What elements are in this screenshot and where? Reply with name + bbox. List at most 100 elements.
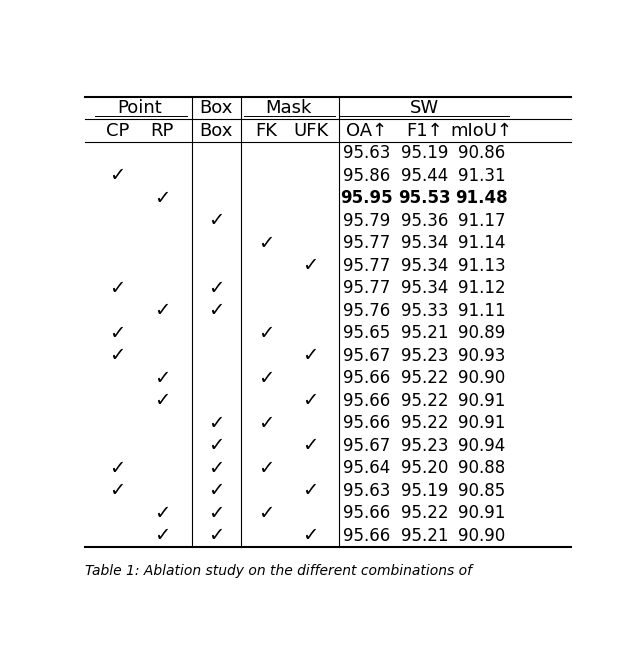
Text: 95.21: 95.21 bbox=[401, 324, 449, 342]
Text: ✓: ✓ bbox=[208, 503, 225, 523]
Text: 95.33: 95.33 bbox=[401, 302, 449, 320]
Text: 95.66: 95.66 bbox=[343, 391, 390, 409]
Text: ✓: ✓ bbox=[303, 436, 319, 455]
Text: ✓: ✓ bbox=[154, 188, 170, 208]
Text: SW: SW bbox=[410, 99, 439, 117]
Text: 95.19: 95.19 bbox=[401, 482, 449, 500]
Text: F1↑: F1↑ bbox=[406, 121, 443, 140]
Text: FK: FK bbox=[255, 121, 277, 140]
Text: ✓: ✓ bbox=[154, 301, 170, 320]
Text: 90.85: 90.85 bbox=[458, 482, 506, 500]
Text: ✓: ✓ bbox=[208, 211, 225, 230]
Text: 91.14: 91.14 bbox=[458, 234, 506, 252]
Text: 95.44: 95.44 bbox=[401, 167, 449, 185]
Text: 95.67: 95.67 bbox=[343, 436, 390, 455]
Text: 95.67: 95.67 bbox=[343, 347, 390, 364]
Text: 95.34: 95.34 bbox=[401, 256, 449, 275]
Text: 90.91: 90.91 bbox=[458, 391, 506, 409]
Text: 95.22: 95.22 bbox=[401, 504, 449, 522]
Text: ✓: ✓ bbox=[109, 166, 125, 185]
Text: ✓: ✓ bbox=[303, 346, 319, 365]
Text: 91.48: 91.48 bbox=[456, 189, 508, 207]
Text: ✓: ✓ bbox=[208, 436, 225, 455]
Text: 90.88: 90.88 bbox=[458, 459, 506, 477]
Text: 90.90: 90.90 bbox=[458, 527, 506, 544]
Text: 95.23: 95.23 bbox=[401, 436, 449, 455]
Text: 95.53: 95.53 bbox=[399, 189, 451, 207]
Text: 95.86: 95.86 bbox=[343, 167, 390, 185]
Text: 95.22: 95.22 bbox=[401, 369, 449, 387]
Text: 95.63: 95.63 bbox=[343, 144, 390, 162]
Text: 95.95: 95.95 bbox=[340, 189, 393, 207]
Text: 95.66: 95.66 bbox=[343, 504, 390, 522]
Text: 90.90: 90.90 bbox=[458, 369, 506, 387]
Text: 95.23: 95.23 bbox=[401, 347, 449, 364]
Text: 95.66: 95.66 bbox=[343, 527, 390, 544]
Text: ✓: ✓ bbox=[258, 324, 274, 343]
Text: ✓: ✓ bbox=[258, 503, 274, 523]
Text: ✓: ✓ bbox=[208, 526, 225, 545]
Text: UFK: UFK bbox=[293, 121, 328, 140]
Text: ✓: ✓ bbox=[258, 233, 274, 252]
Text: Table 1: Ablation study on the different combinations of: Table 1: Ablation study on the different… bbox=[85, 564, 472, 579]
Text: ✓: ✓ bbox=[154, 503, 170, 523]
Text: 91.17: 91.17 bbox=[458, 212, 506, 229]
Text: ✓: ✓ bbox=[258, 459, 274, 478]
Text: 95.20: 95.20 bbox=[401, 459, 449, 477]
Text: ✓: ✓ bbox=[208, 459, 225, 478]
Text: 95.76: 95.76 bbox=[343, 302, 390, 320]
Text: ✓: ✓ bbox=[208, 301, 225, 320]
Text: ✓: ✓ bbox=[154, 526, 170, 545]
Text: 95.66: 95.66 bbox=[343, 369, 390, 387]
Text: 95.79: 95.79 bbox=[343, 212, 390, 229]
Text: 91.12: 91.12 bbox=[458, 279, 506, 297]
Text: 95.66: 95.66 bbox=[343, 414, 390, 432]
Text: ✓: ✓ bbox=[109, 481, 125, 500]
Text: ✓: ✓ bbox=[303, 526, 319, 545]
Text: ✓: ✓ bbox=[109, 346, 125, 365]
Text: ✓: ✓ bbox=[154, 391, 170, 410]
Text: 95.64: 95.64 bbox=[343, 459, 390, 477]
Text: ✓: ✓ bbox=[208, 481, 225, 500]
Text: Box: Box bbox=[200, 121, 233, 140]
Text: ✓: ✓ bbox=[303, 481, 319, 500]
Text: 91.31: 91.31 bbox=[458, 167, 506, 185]
Text: ✓: ✓ bbox=[208, 279, 225, 298]
Text: 95.21: 95.21 bbox=[401, 527, 449, 544]
Text: ✓: ✓ bbox=[109, 459, 125, 478]
Text: 95.19: 95.19 bbox=[401, 144, 449, 162]
Text: ✓: ✓ bbox=[208, 414, 225, 432]
Text: CP: CP bbox=[106, 121, 129, 140]
Text: 90.91: 90.91 bbox=[458, 504, 506, 522]
Text: 90.94: 90.94 bbox=[458, 436, 506, 455]
Text: ✓: ✓ bbox=[258, 414, 274, 432]
Text: 90.91: 90.91 bbox=[458, 414, 506, 432]
Text: 91.11: 91.11 bbox=[458, 302, 506, 320]
Text: Mask: Mask bbox=[265, 99, 312, 117]
Text: 95.77: 95.77 bbox=[343, 256, 390, 275]
Text: 90.86: 90.86 bbox=[458, 144, 506, 162]
Text: mIoU↑: mIoU↑ bbox=[451, 121, 513, 140]
Text: ✓: ✓ bbox=[303, 391, 319, 410]
Text: 95.77: 95.77 bbox=[343, 234, 390, 252]
Text: 90.89: 90.89 bbox=[458, 324, 506, 342]
Text: 90.93: 90.93 bbox=[458, 347, 506, 364]
Text: Box: Box bbox=[200, 99, 233, 117]
Text: ✓: ✓ bbox=[109, 279, 125, 298]
Text: ✓: ✓ bbox=[109, 324, 125, 343]
Text: 95.34: 95.34 bbox=[401, 234, 449, 252]
Text: 95.65: 95.65 bbox=[343, 324, 390, 342]
Text: ✓: ✓ bbox=[303, 256, 319, 275]
Text: 95.34: 95.34 bbox=[401, 279, 449, 297]
Text: OA↑: OA↑ bbox=[346, 121, 387, 140]
Text: 95.22: 95.22 bbox=[401, 414, 449, 432]
Text: ✓: ✓ bbox=[258, 368, 274, 387]
Text: 95.77: 95.77 bbox=[343, 279, 390, 297]
Text: 95.22: 95.22 bbox=[401, 391, 449, 409]
Text: 95.36: 95.36 bbox=[401, 212, 449, 229]
Text: Point: Point bbox=[117, 99, 162, 117]
Text: RP: RP bbox=[150, 121, 173, 140]
Text: ✓: ✓ bbox=[154, 368, 170, 387]
Text: 95.63: 95.63 bbox=[343, 482, 390, 500]
Text: 91.13: 91.13 bbox=[458, 256, 506, 275]
